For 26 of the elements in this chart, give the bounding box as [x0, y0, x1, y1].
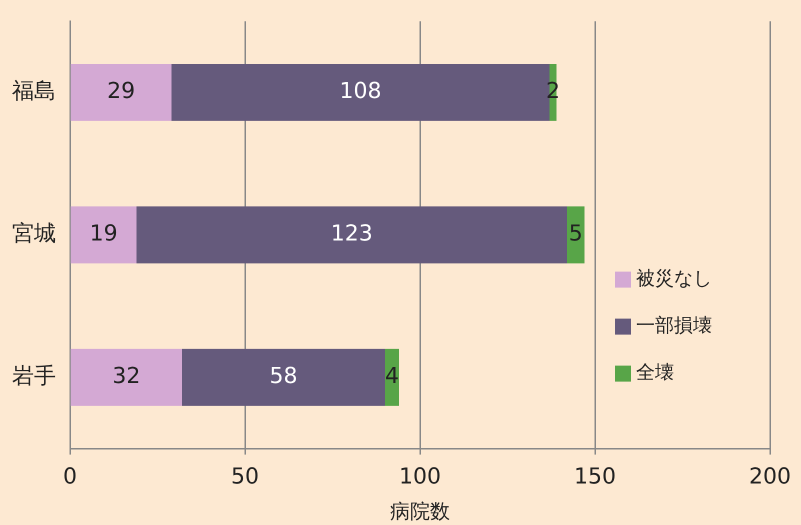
- x-tick-label: 150: [574, 464, 616, 490]
- bar: [182, 348, 385, 406]
- data-label: 4: [385, 364, 399, 390]
- x-axis-title: 病院数: [390, 499, 450, 524]
- data-label: 19: [90, 222, 118, 247]
- x-tick-label: 0: [63, 464, 77, 490]
- data-label: 29: [107, 79, 136, 104]
- legend-label: 被災なし: [636, 268, 712, 290]
- data-label: 123: [330, 222, 373, 247]
- x-tick-label: 50: [231, 464, 259, 490]
- data-label: 32: [112, 364, 140, 390]
- bar: [136, 206, 568, 264]
- bar: [70, 64, 172, 121]
- data-label: 5: [568, 222, 583, 247]
- y-tick-label: 福島: [12, 79, 56, 104]
- data-label: 108: [340, 79, 382, 104]
- bar: [70, 348, 182, 406]
- y-tick-label: 岩手: [12, 364, 56, 390]
- y-tick-label: 宮城: [12, 222, 56, 247]
- data-label: 58: [270, 364, 298, 390]
- x-tick-label: 100: [399, 464, 441, 490]
- legend-label: 全壊: [636, 362, 674, 384]
- legend-label: 一部損壊: [636, 314, 712, 337]
- x-tick-label: 200: [749, 464, 792, 490]
- bar: [567, 206, 585, 264]
- bar: [70, 206, 136, 264]
